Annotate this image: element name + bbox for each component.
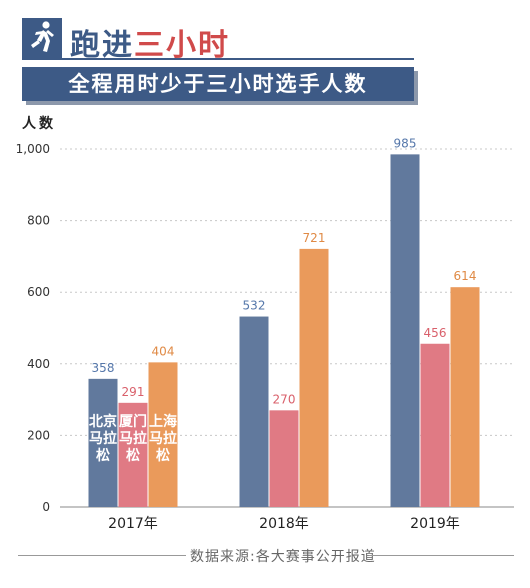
y-tick-label: 1,000 (16, 142, 50, 156)
bar (420, 343, 450, 507)
bar (269, 410, 299, 507)
runner-logo (22, 18, 62, 58)
bar (88, 378, 118, 507)
runner-icon (31, 21, 54, 52)
data-label: 404 (152, 344, 175, 358)
data-label: 270 (273, 392, 296, 406)
y-axis-ticks: 0 200 400 600 800 1,000 (16, 142, 50, 514)
page-title: 跑进三小时 (70, 20, 230, 64)
bar (299, 248, 329, 507)
y-tick-label: 400 (27, 357, 50, 371)
bar (148, 362, 178, 507)
header-underline (22, 58, 414, 60)
source-text: 数据来源:各大赛事公开报道 (190, 549, 376, 565)
data-labels: 358 291 404 532 270 721 985 456 614 (92, 136, 477, 406)
source-line-right (369, 555, 514, 556)
title-part-highlight: 三小时 (134, 28, 230, 63)
x-tick-label: 2019年 (410, 516, 460, 532)
x-tick-label: 2018年 (259, 516, 309, 532)
data-label: 291 (122, 385, 145, 399)
data-label: 985 (394, 136, 417, 150)
data-label: 456 (424, 326, 447, 340)
x-tick-label: 2017年 (108, 516, 158, 532)
y-tick-label: 200 (27, 428, 50, 442)
title-part-1: 跑进 (70, 28, 134, 63)
bar (450, 287, 480, 507)
y-axis-label: 人数 (22, 116, 56, 132)
x-axis-labels: 2017年 2018年 2019年 (108, 516, 460, 532)
source-line-left (18, 555, 186, 556)
bar (390, 154, 420, 507)
data-label: 358 (92, 361, 115, 375)
bar (118, 402, 148, 507)
data-label: 721 (303, 231, 326, 245)
data-label: 614 (454, 269, 477, 283)
y-tick-label: 800 (27, 214, 50, 228)
header: 跑进三小时 (22, 18, 414, 63)
source-footer: 数据来源:各大赛事公开报道 (0, 546, 530, 566)
bars (88, 154, 480, 507)
subtitle-banner: 全程用时少于三小时选手人数 (22, 67, 414, 101)
bar (239, 316, 269, 507)
y-tick-label: 600 (27, 285, 50, 299)
data-label: 532 (243, 299, 266, 313)
y-tick-label: 0 (42, 500, 50, 514)
